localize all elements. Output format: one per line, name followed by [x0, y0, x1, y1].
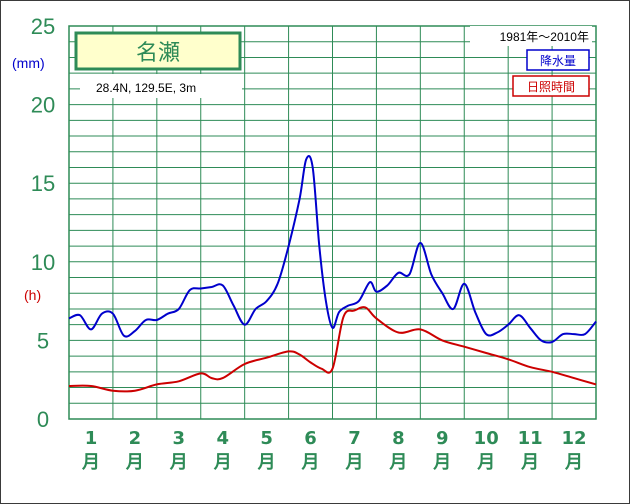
month-suffix-label: 月	[257, 452, 276, 473]
month-number-label: 5	[260, 428, 273, 449]
month-number-label: 12	[562, 428, 587, 449]
month-suffix-label: 月	[344, 452, 363, 473]
period-box	[470, 26, 592, 46]
month-suffix-label: 月	[476, 452, 495, 473]
precipitation-line	[68, 155, 597, 344]
month-suffix-label: 月	[432, 452, 451, 473]
legend-precip-box	[526, 49, 590, 71]
station-title: 名瀬	[136, 41, 180, 66]
y-tick-label: 25	[31, 14, 55, 39]
month-number-label: 11	[518, 428, 543, 449]
month-suffix-label: 月	[301, 452, 320, 473]
month-number-label: 2	[129, 428, 142, 449]
y-tick-label: 20	[31, 93, 55, 118]
series-group	[68, 155, 597, 393]
month-number-label: 8	[392, 428, 405, 449]
month-suffix-label: 月	[564, 452, 583, 473]
y-tick-label: 15	[31, 171, 55, 196]
sunshine-unit-label: (h)	[24, 287, 41, 303]
month-suffix-label: 月	[125, 452, 144, 473]
precip-unit-label: (mm)	[12, 55, 45, 71]
y-tick-label: 10	[31, 250, 55, 275]
month-number-label: 4	[216, 428, 229, 449]
y-tick-label: 5	[37, 328, 49, 353]
month-number-label: 7	[348, 428, 361, 449]
location-text: 28.4N, 129.5E, 3m	[96, 81, 196, 95]
month-number-label: 10	[474, 428, 499, 449]
month-suffix-label: 月	[520, 452, 539, 473]
month-number-label: 1	[85, 428, 98, 449]
station-title-box	[74, 31, 242, 71]
month-number-label: 9	[436, 428, 449, 449]
location-box	[80, 74, 242, 98]
month-number-label: 6	[304, 428, 317, 449]
period-text: 1981年～2010年	[500, 30, 589, 44]
legend-sun-box	[512, 75, 590, 97]
legend-sun-label: 日照時間	[527, 80, 575, 94]
y-tick-label: 0	[37, 407, 49, 432]
y-tick-labels: 0 5 10 15 20 25	[31, 14, 55, 432]
month-suffix-label: 月	[81, 452, 100, 473]
month-labels: 1 月 2 月 3 月 4 月 5 月 6 月 7 月 8 月 9 月 10 月 11 月 12 月	[81, 428, 587, 473]
month-suffix-label: 月	[169, 452, 188, 473]
month-suffix-label: 月	[213, 452, 232, 473]
legend-precip-label: 降水量	[540, 54, 576, 68]
month-suffix-label: 月	[388, 452, 407, 473]
month-number-label: 3	[173, 428, 186, 449]
grid	[68, 25, 597, 420]
sunshine-line	[68, 306, 597, 393]
